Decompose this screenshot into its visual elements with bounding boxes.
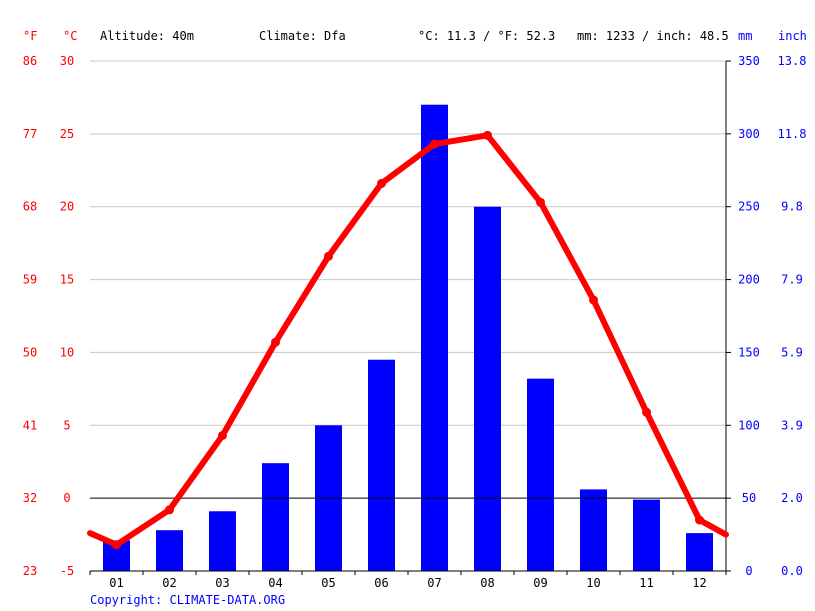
precipitation-bar: [368, 359, 395, 571]
mm-tick-label: 0: [745, 564, 752, 578]
month-tick-label: 09: [533, 576, 547, 590]
temperature-point: [324, 251, 333, 261]
temperature-point: [695, 515, 704, 525]
month-tick-label: 07: [427, 576, 441, 590]
mm-tick-label: 200: [738, 273, 760, 287]
temperature-point: [271, 337, 280, 347]
altitude-label: Altitude: 40m: [100, 29, 194, 43]
inch-tick-label: 3.9: [781, 418, 803, 432]
precipitation-total-label: mm: 1233 / inch: 48.5: [577, 29, 729, 43]
celsius-unit-label: °C: [63, 29, 77, 43]
celsius-tick-label: 10: [60, 345, 74, 359]
mm-tick-label: 350: [738, 54, 760, 68]
month-tick-label: 10: [586, 576, 600, 590]
month-tick-label: 01: [109, 576, 123, 590]
precipitation-bar: [633, 499, 660, 571]
temperature-point: [536, 197, 545, 207]
month-tick-label: 06: [374, 576, 388, 590]
copyright-label: Copyright: CLIMATE-DATA.ORG: [90, 593, 285, 607]
fahrenheit-tick-label: 86: [23, 54, 37, 68]
temperature-point: [430, 139, 439, 149]
inch-tick-label: 9.8: [781, 200, 803, 214]
mm-unit-label: mm: [738, 29, 752, 43]
temperature-point: [483, 130, 492, 140]
precipitation-bar: [209, 511, 236, 571]
celsius-tick-label: -5: [60, 564, 74, 578]
inch-tick-label: 11.8: [778, 127, 807, 141]
fahrenheit-tick-label: 50: [23, 345, 37, 359]
celsius-tick-label: 5: [63, 418, 70, 432]
fahrenheit-tick-label: 68: [23, 200, 37, 214]
precipitation-bar: [421, 104, 448, 571]
inch-tick-label: 2.0: [781, 491, 803, 505]
inch-tick-label: 0.0: [781, 564, 803, 578]
precipitation-bar: [262, 463, 289, 571]
month-tick-label: 08: [480, 576, 494, 590]
celsius-tick-label: 30: [60, 54, 74, 68]
temperature-point: [377, 178, 386, 188]
temperature-point: [589, 295, 598, 305]
temperature-point: [218, 430, 227, 440]
month-tick-label: 03: [215, 576, 229, 590]
axes: [89, 60, 731, 575]
month-tick-label: 05: [321, 576, 335, 590]
temperature-point: [642, 407, 651, 417]
celsius-tick-label: 20: [60, 200, 74, 214]
fahrenheit-tick-label: 59: [23, 273, 37, 287]
month-tick-label: 04: [268, 576, 282, 590]
temperature-line: [87, 132, 729, 548]
precipitation-bar: [580, 489, 607, 571]
month-tick-label: 11: [639, 576, 653, 590]
mm-tick-label: 50: [742, 491, 756, 505]
precipitation-bar: [474, 206, 501, 571]
month-tick-label: 12: [692, 576, 706, 590]
fahrenheit-tick-label: 32: [23, 491, 37, 505]
temperature-point: [165, 505, 174, 515]
inch-tick-label: 13.8: [778, 54, 807, 68]
celsius-tick-label: 0: [63, 491, 70, 505]
mm-tick-label: 250: [738, 200, 760, 214]
mm-tick-label: 150: [738, 345, 760, 359]
temperature-line-group: [87, 130, 729, 550]
precipitation-bar: [527, 378, 554, 571]
inch-tick-label: 5.9: [781, 345, 803, 359]
celsius-tick-label: 25: [60, 127, 74, 141]
climate-label: Climate: Dfa: [259, 29, 346, 43]
mm-tick-label: 300: [738, 127, 760, 141]
celsius-tick-label: 15: [60, 273, 74, 287]
fahrenheit-unit-label: °F: [23, 29, 37, 43]
average-temperature-label: °C: 11.3 / °F: 52.3: [418, 29, 555, 43]
fahrenheit-tick-label: 77: [23, 127, 37, 141]
inch-tick-label: 7.9: [781, 273, 803, 287]
gridlines: [90, 60, 726, 426]
precipitation-bar: [156, 530, 183, 571]
precipitation-bar: [686, 533, 713, 571]
temperature-point: [112, 540, 121, 550]
fahrenheit-tick-label: 41: [23, 418, 37, 432]
inch-unit-label: inch: [778, 29, 807, 43]
precipitation-bars: [103, 104, 713, 571]
month-tick-label: 02: [162, 576, 176, 590]
fahrenheit-tick-label: 23: [23, 564, 37, 578]
mm-tick-label: 100: [738, 418, 760, 432]
